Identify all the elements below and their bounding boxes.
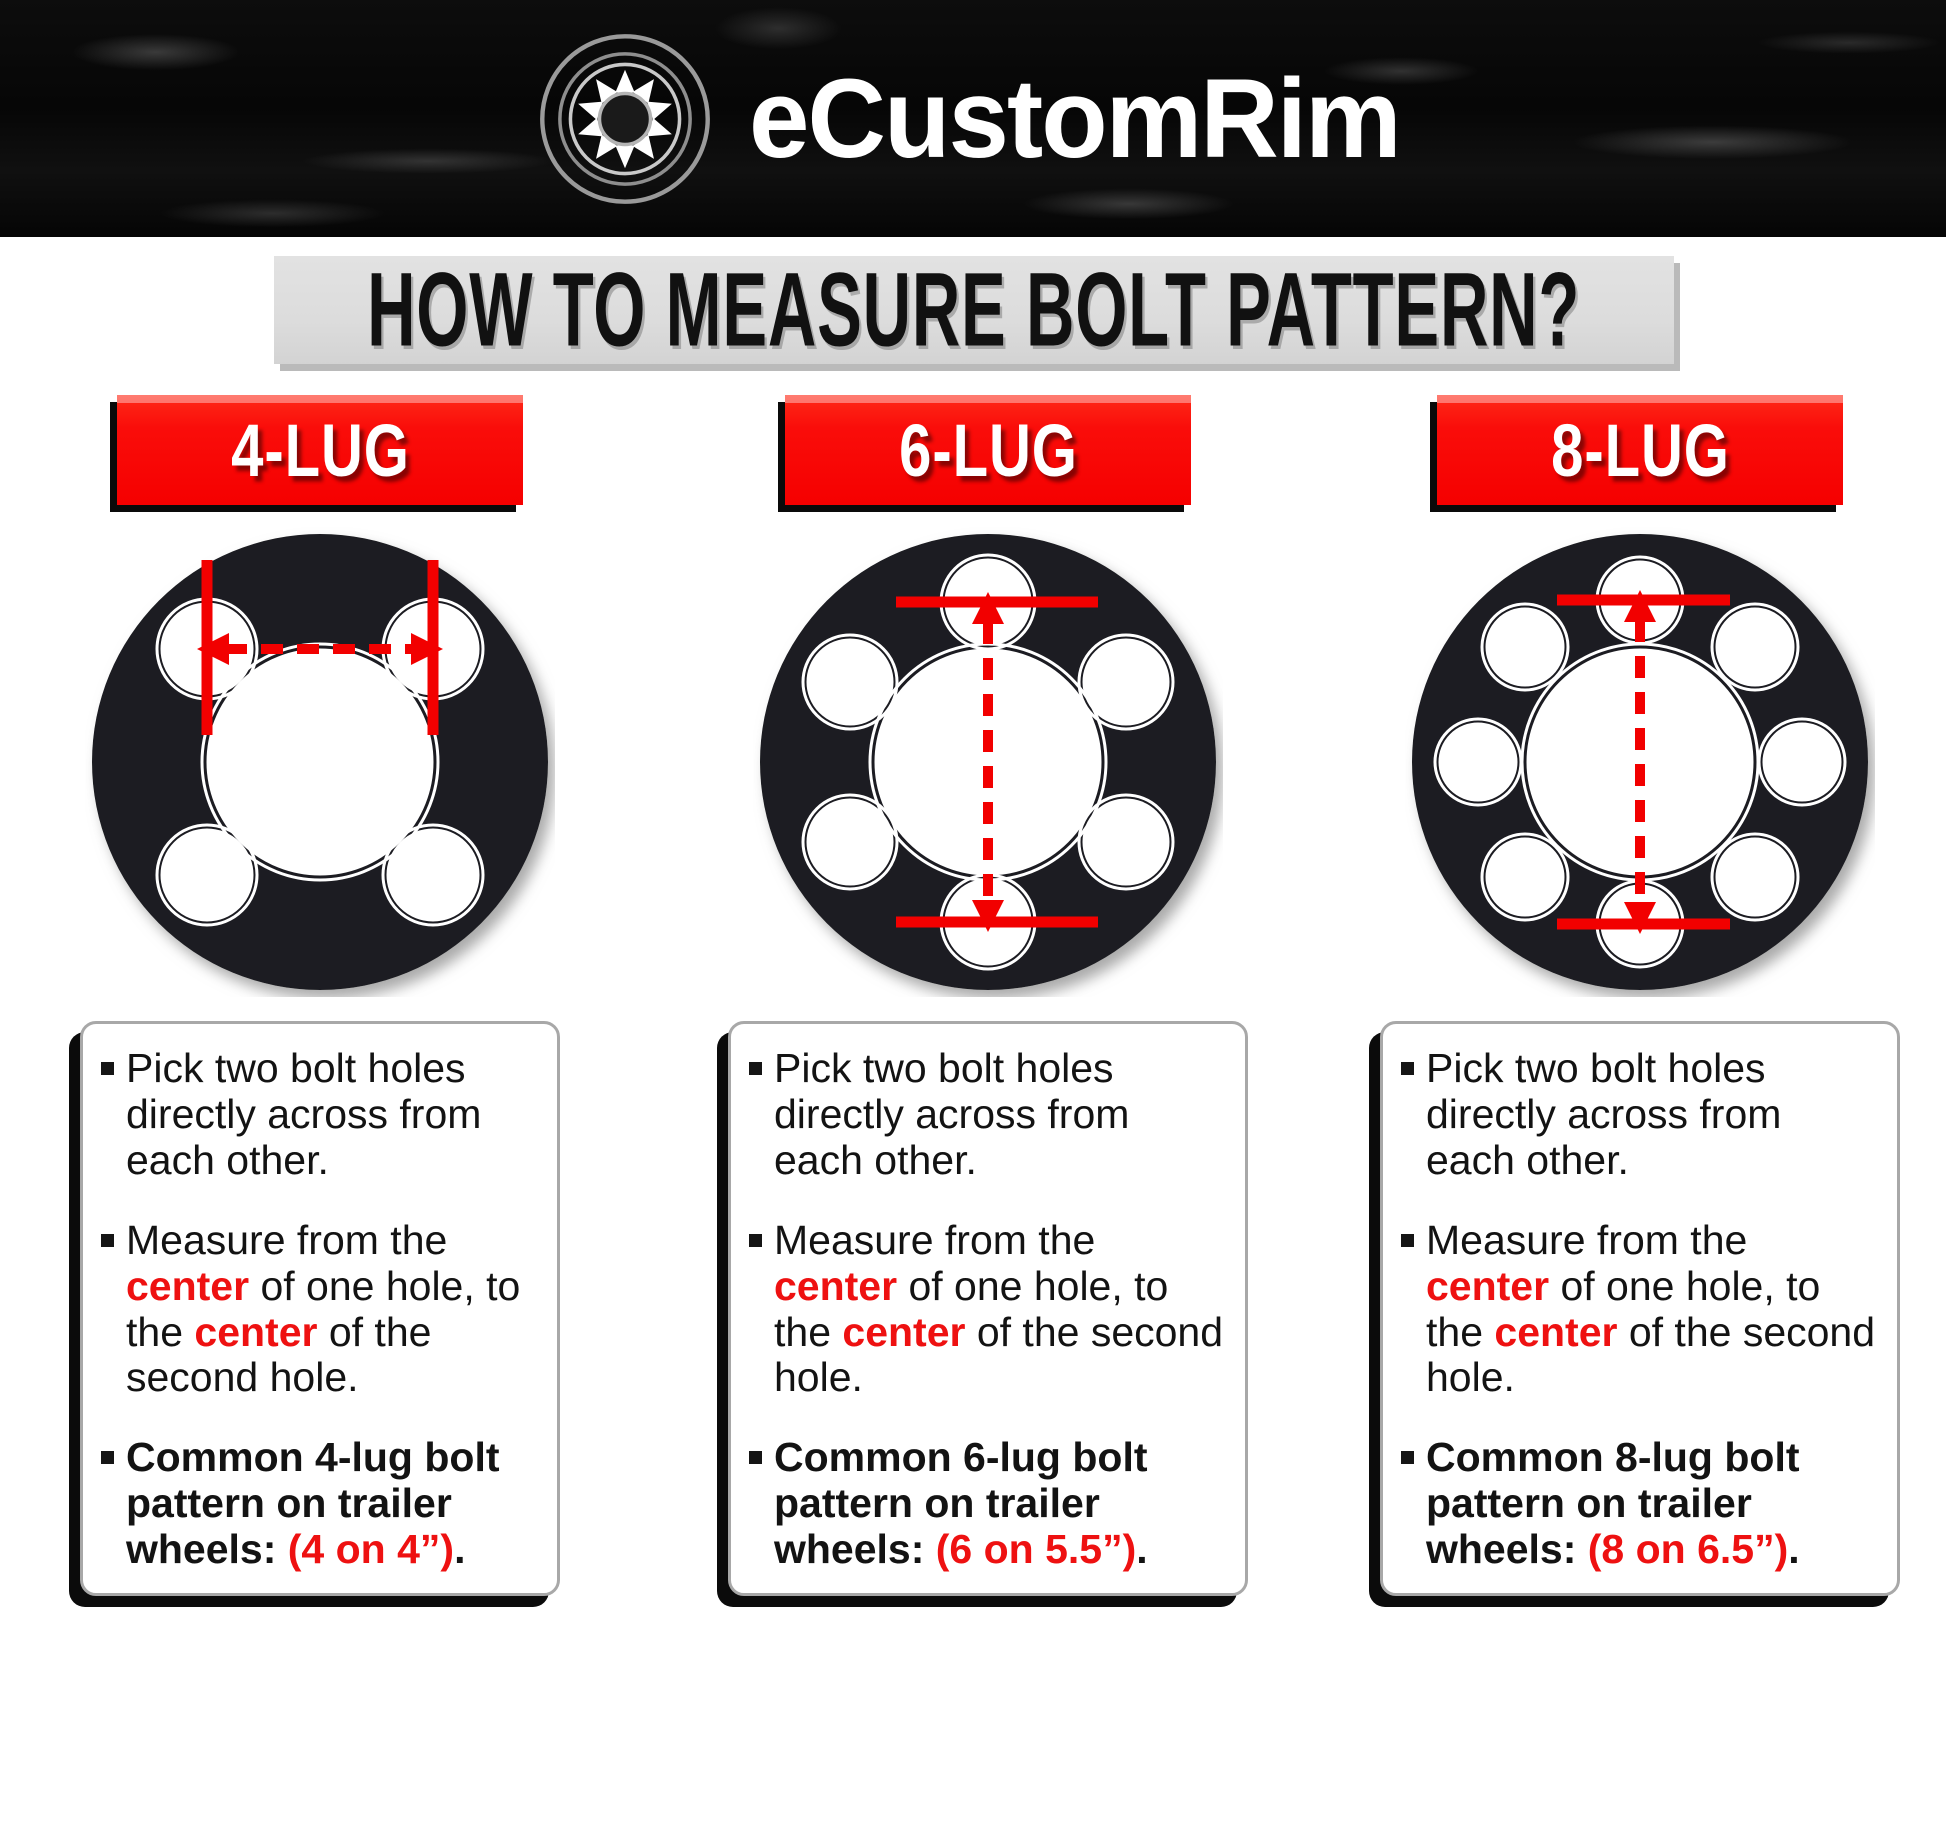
- bullet-item: Pick two bolt holes directly across from…: [749, 1045, 1225, 1184]
- bullet-item: Measure from the center of one hole, to …: [101, 1216, 537, 1402]
- info-box-4-lug: Pick two bolt holes directly across from…: [80, 1021, 560, 1597]
- highlighted-term: center: [194, 1308, 318, 1355]
- column-eight-lug: 8-LUG: [1340, 395, 1940, 1597]
- column-six-lug: 6-LUG: [688, 395, 1288, 1597]
- bullet-square-icon: [749, 1233, 762, 1247]
- lug-label-6: 6-LUG: [898, 408, 1078, 492]
- bullet-item: Common 6-lug bolt pattern on trailer whe…: [749, 1434, 1225, 1573]
- highlighted-term: center: [1426, 1262, 1550, 1309]
- plain-term: of the second hole.: [1426, 1308, 1876, 1401]
- highlighted-term: center: [1494, 1308, 1618, 1355]
- plain-term: Common 4-lug bolt pattern on trailer whe…: [126, 1434, 500, 1573]
- bullet-text: Pick two bolt holes directly across from…: [126, 1045, 537, 1184]
- bullet-item: Pick two bolt holes directly across from…: [1401, 1045, 1877, 1184]
- bullet-text: Pick two bolt holes directly across from…: [1426, 1045, 1877, 1184]
- highlighted-term: center: [126, 1262, 250, 1309]
- plain-term: Measure from the: [774, 1216, 1096, 1263]
- column-four-lug: 4-LUG: [20, 395, 620, 1597]
- highlighted-term: center: [774, 1262, 898, 1309]
- bullet-square-icon: [1401, 1062, 1414, 1075]
- plain-term: of one hole, to the: [1426, 1262, 1821, 1355]
- highlighted-term: center: [842, 1308, 966, 1355]
- info-box-6-lug: Pick two bolt holes directly across from…: [728, 1021, 1248, 1597]
- page-title-banner: HOW TO MEASURE BOLT PATTERN?: [274, 251, 1674, 368]
- bullet-text: Pick two bolt holes directly across from…: [774, 1045, 1225, 1184]
- lug-banner-8: 8-LUG: [1437, 395, 1843, 505]
- plain-term: of one hole, to the: [774, 1262, 1169, 1355]
- lug-banner-4: 4-LUG: [117, 395, 523, 505]
- bullet-text: Measure from the center of one hole, to …: [1426, 1216, 1877, 1402]
- plain-term: Measure from the: [126, 1216, 448, 1263]
- plain-term: of the second hole.: [126, 1308, 432, 1401]
- bullet-item: Common 8-lug bolt pattern on trailer whe…: [1401, 1434, 1877, 1573]
- bullet-item: Measure from the center of one hole, to …: [1401, 1216, 1877, 1402]
- bullet-square-icon: [749, 1451, 762, 1465]
- page-title: HOW TO MEASURE BOLT PATTERN?: [367, 250, 1581, 368]
- bullet-text: Measure from the center of one hole, to …: [774, 1216, 1225, 1402]
- highlighted-term: (4 on 4”): [287, 1526, 455, 1573]
- header-texture: [0, 0, 1946, 237]
- wheel-diagram-4-lug: [85, 527, 555, 997]
- bullet-square-icon: [101, 1451, 114, 1465]
- wheel-diagram-8-lug: [1405, 527, 1875, 997]
- bullet-square-icon: [101, 1062, 114, 1075]
- bullet-square-icon: [1401, 1451, 1414, 1465]
- wheel-diagram-6-lug: [753, 527, 1223, 997]
- plain-term: of one hole, to the: [126, 1262, 521, 1355]
- plain-term: Common 8-lug bolt pattern on trailer whe…: [1426, 1434, 1800, 1573]
- plain-term: .: [454, 1526, 466, 1573]
- plain-term: Measure from the: [1426, 1216, 1748, 1263]
- plain-term: Pick two bolt holes directly across from…: [126, 1045, 482, 1183]
- bullet-item: Measure from the center of one hole, to …: [749, 1216, 1225, 1402]
- bullet-text-spec: Common 8-lug bolt pattern on trailer whe…: [1426, 1434, 1877, 1573]
- plain-term: Common 6-lug bolt pattern on trailer whe…: [774, 1434, 1148, 1573]
- brand-name: eCustomRim: [748, 55, 1402, 181]
- highlighted-term: (8 on 6.5”): [1587, 1526, 1789, 1573]
- bullet-square-icon: [101, 1233, 114, 1247]
- info-box-8-lug: Pick two bolt holes directly across from…: [1380, 1021, 1900, 1597]
- lug-label-8: 8-LUG: [1550, 408, 1730, 492]
- bullet-text-spec: Common 6-lug bolt pattern on trailer whe…: [774, 1434, 1225, 1573]
- bullet-text: Measure from the center of one hole, to …: [126, 1216, 537, 1402]
- lug-banner-6: 6-LUG: [785, 395, 1191, 505]
- bullet-text-spec: Common 4-lug bolt pattern on trailer whe…: [126, 1434, 537, 1573]
- bullet-square-icon: [1401, 1233, 1414, 1247]
- plain-term: Pick two bolt holes directly across from…: [1426, 1045, 1782, 1183]
- lug-label-4: 4-LUG: [230, 408, 410, 492]
- plain-term: of the second hole.: [774, 1308, 1224, 1401]
- header-band: eCustomRim: [0, 0, 1946, 237]
- bullet-square-icon: [749, 1062, 762, 1075]
- bullet-item: Common 4-lug bolt pattern on trailer whe…: [101, 1434, 537, 1573]
- plain-term: .: [1788, 1526, 1800, 1573]
- plain-term: Pick two bolt holes directly across from…: [774, 1045, 1130, 1183]
- highlighted-term: (6 on 5.5”): [935, 1526, 1137, 1573]
- bullet-item: Pick two bolt holes directly across from…: [101, 1045, 537, 1184]
- plain-term: .: [1136, 1526, 1148, 1573]
- wheel-rim-icon: [539, 33, 710, 204]
